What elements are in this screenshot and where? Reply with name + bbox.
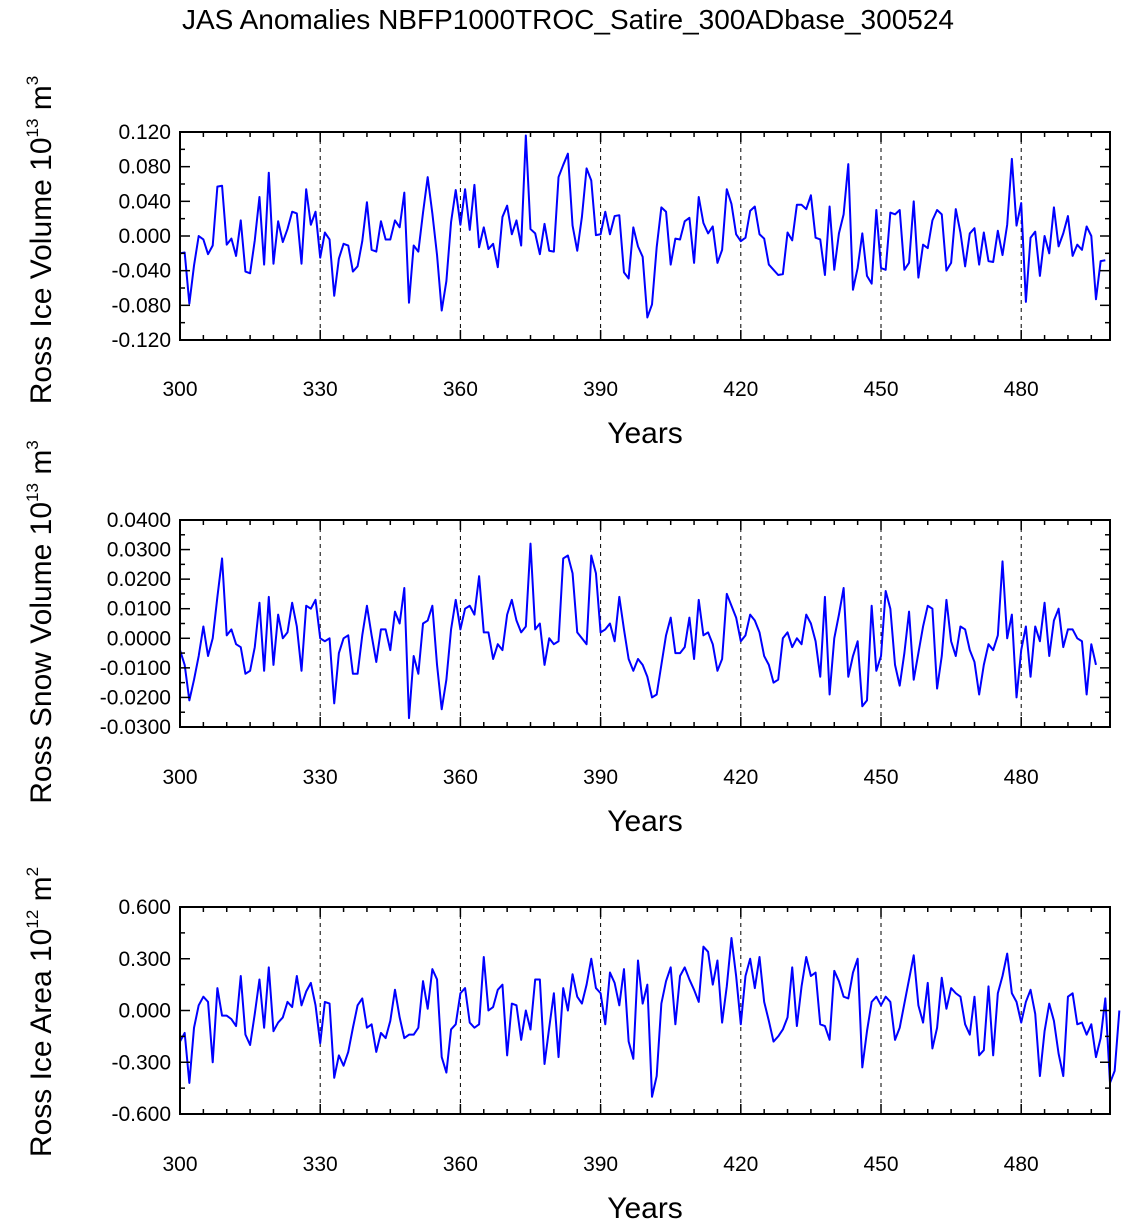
y-tick-label: -0.120 [111, 329, 171, 352]
y-tick-label: -0.300 [111, 1051, 171, 1074]
x-tick-label: 480 [1004, 1153, 1039, 1176]
y-axis-title-unit: m [25, 876, 58, 909]
x-tick-label: 330 [303, 1153, 338, 1176]
y-axis-title-exp: 13 [23, 119, 42, 138]
series-line [179, 542, 1097, 720]
y-axis-title-base: Ross Snow Volume 10 [25, 502, 58, 804]
x-axis-title: Years [607, 805, 683, 838]
chart-panel-3: 300 330 360 390 420 450 480 0.600 0.300 0.000 -0.3… [23, 867, 1121, 1224]
plot-frame [179, 906, 1111, 1115]
x-tick-label: 390 [583, 766, 618, 789]
chart-panel-2: 300 330 360 390 420 450 480 0.0400 0.0300 0.0200 0… [23, 440, 1111, 838]
y-tick-label: 0.120 [118, 121, 171, 144]
x-tick-label: 300 [162, 1153, 197, 1176]
plot-frame [179, 131, 1111, 341]
x-tick-label: 450 [863, 766, 898, 789]
y-axis-title-unit: m [25, 450, 58, 483]
x-tick-label: 450 [863, 1153, 898, 1176]
y-axis-title: Ross Snow Volume 1013 m3 [23, 440, 58, 804]
x-tick-label: 390 [583, 1153, 618, 1176]
x-tick-label: 450 [863, 378, 898, 401]
x-tick-label: 420 [723, 1153, 758, 1176]
y-tick-label: 0.000 [118, 1000, 171, 1023]
y-tick-label: 0.0300 [107, 539, 171, 562]
x-tick-label: 330 [303, 378, 338, 401]
y-axis-title-unit: m [25, 85, 58, 118]
y-tick-label: 0.0400 [107, 509, 171, 532]
x-tick-label: 300 [162, 766, 197, 789]
y-tick-label: 0.0200 [107, 568, 171, 591]
y-axis-title: Ross Ice Volume 1013 m3 [23, 76, 58, 405]
x-tick-label: 480 [1004, 378, 1039, 401]
series-line [179, 134, 1106, 319]
x-tick-label: 390 [583, 378, 618, 401]
x-tick-label: 360 [443, 1153, 478, 1176]
y-tick-label: -0.080 [111, 294, 171, 317]
y-axis-title-base: Ross Ice Area 10 [25, 929, 58, 1157]
x-tick-label: 420 [723, 766, 758, 789]
y-tick-label: 0.000 [118, 225, 171, 248]
figure-title: JAS Anomalies NBFP1000TROC_Satire_300ADb… [182, 4, 954, 35]
x-tick-label: 420 [723, 378, 758, 401]
y-axis-title: Ross Ice Area 1012 m2 [23, 867, 58, 1157]
x-axis-title: Years [607, 1192, 683, 1224]
y-tick-label: -0.0300 [100, 716, 171, 739]
y-axis-title-exp: 12 [23, 910, 42, 929]
plot-frame [179, 519, 1111, 728]
x-tick-label: 360 [443, 766, 478, 789]
y-tick-label: 0.040 [118, 190, 171, 213]
y-tick-label: -0.600 [111, 1103, 171, 1126]
x-axis-title: Years [607, 417, 683, 450]
x-tick-label: 480 [1004, 766, 1039, 789]
y-axis-title-unit-exp: 3 [23, 76, 42, 85]
y-tick-label: 0.0000 [107, 627, 171, 650]
y-axis-title-unit-exp: 3 [23, 440, 42, 449]
y-axis-title-unit-exp: 2 [23, 867, 42, 876]
y-axis-title-exp: 13 [23, 483, 42, 502]
x-tick-label: 330 [303, 766, 338, 789]
y-tick-label: 0.300 [118, 948, 171, 971]
y-tick-label: 0.080 [118, 156, 171, 179]
x-tick-label: 300 [162, 378, 197, 401]
chart-panel-1: 300 330 360 390 420 450 480 0.120 0.080 0.040 0.00… [23, 76, 1111, 450]
y-axis-title-base: Ross Ice Volume 10 [25, 137, 58, 404]
series-line [179, 937, 1121, 1098]
y-tick-label: 0.0100 [107, 598, 171, 621]
y-tick-label: -0.040 [111, 260, 171, 283]
x-tick-label: 360 [443, 378, 478, 401]
y-tick-label: -0.0100 [100, 657, 171, 680]
y-tick-label: 0.600 [118, 896, 171, 919]
y-tick-label: -0.0200 [100, 686, 171, 709]
